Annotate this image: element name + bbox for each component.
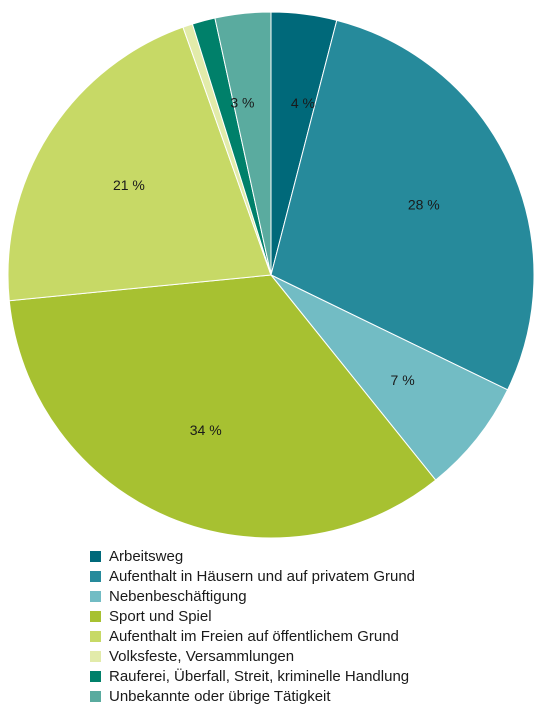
legend-item: Nebenbeschäftigung [90, 586, 415, 606]
pie-chart: 4 % 28 % 7 % 34 % 21 % 3 % [7, 11, 534, 539]
legend-label: Aufenthalt in Häusern und auf privatem G… [109, 567, 416, 585]
legend-label: Unbekannte oder übrige Tätigkeit [109, 687, 331, 705]
legend-swatch [90, 630, 101, 642]
legend-label: Arbeitsweg [109, 547, 184, 565]
pie-slice [7, 26, 272, 302]
chart-legend: Arbeitsweg Aufenthalt in Häusern und auf … [90, 546, 415, 706]
legend-label: Aufenthalt im Freien auf öffentlichem Gr… [109, 627, 399, 645]
legend-swatch [90, 570, 101, 582]
slice-value-label: 21 % [113, 177, 145, 193]
legend-label: Rauferei, Überfall, Streit, kriminelle H… [109, 667, 410, 685]
pie-slices [7, 11, 534, 539]
legend-item: Aufenthalt in Häusern und auf privatem G… [90, 566, 415, 586]
pie-slice [8, 274, 437, 539]
legend-item: Arbeitsweg [90, 546, 415, 566]
pie-slice [214, 11, 272, 276]
legend-swatch [90, 590, 101, 602]
legend-item: Rauferei, Überfall, Streit, kriminelle H… [90, 666, 415, 686]
legend-label: Volksfeste, Versammlungen [109, 647, 295, 665]
legend-swatch [90, 690, 101, 702]
legend-swatch [90, 550, 101, 562]
legend-item: Volksfeste, Versammlungen [90, 646, 415, 666]
legend-item: Sport und Spiel [90, 606, 415, 626]
legend-swatch [90, 610, 101, 622]
pie-slice-labels: 4 % 28 % 7 % 34 % 21 % 3 % [113, 94, 440, 438]
pie-slice [270, 274, 509, 481]
slice-value-label: 34 % [190, 422, 222, 438]
slice-value-label: 3 % [230, 94, 254, 110]
slice-value-label: 4 % [291, 95, 315, 111]
legend-label: Nebenbeschäftigung [109, 587, 247, 605]
legend-label: Sport und Spiel [109, 607, 212, 625]
legend-item: Aufenthalt im Freien auf öffentlichem Gr… [90, 626, 415, 646]
legend-swatch [90, 670, 101, 682]
legend-swatch [90, 650, 101, 662]
slice-value-label: 28 % [408, 196, 440, 212]
pie-slice [270, 19, 534, 391]
legend-item: Unbekannte oder übrige Tätigkeit [90, 686, 415, 706]
slice-value-label: 7 % [391, 372, 415, 388]
